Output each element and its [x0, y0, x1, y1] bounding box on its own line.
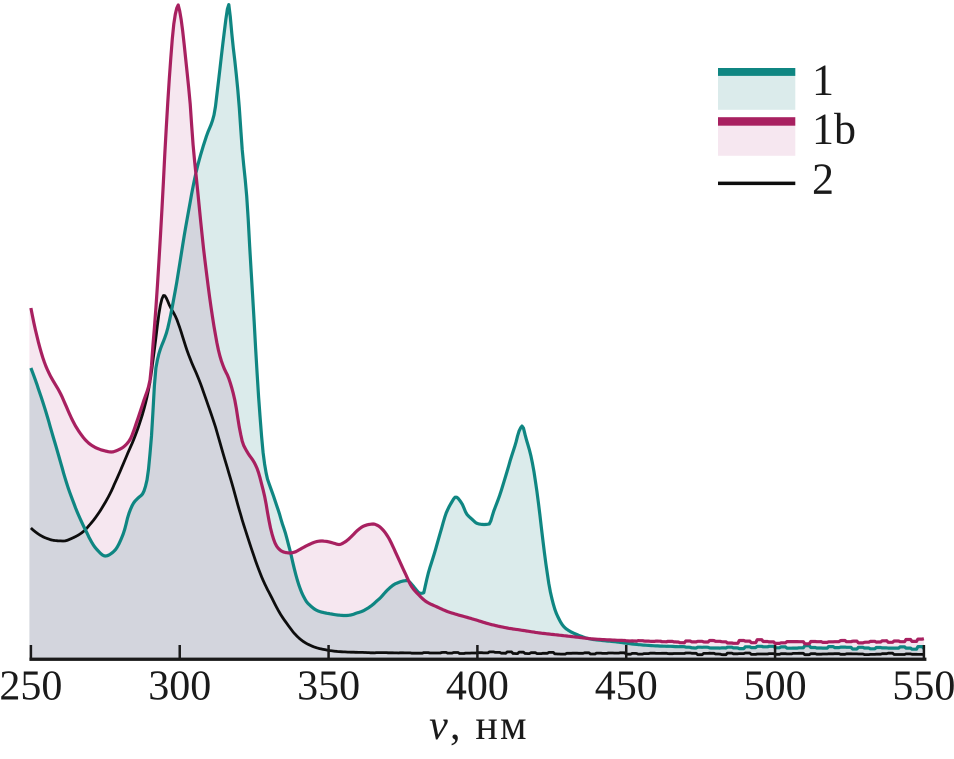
svg-text:550: 550	[892, 664, 954, 710]
svg-text:350: 350	[297, 664, 360, 710]
svg-text:450: 450	[595, 664, 658, 710]
svg-text:1b: 1b	[812, 105, 856, 154]
svg-text:400: 400	[446, 664, 509, 710]
svg-text:300: 300	[148, 664, 211, 710]
svg-text:ν, нм: ν, нм	[429, 703, 529, 749]
svg-text:500: 500	[744, 664, 807, 710]
svg-text:250: 250	[0, 664, 62, 710]
svg-text:1: 1	[812, 56, 834, 105]
svg-text:2: 2	[812, 154, 834, 203]
